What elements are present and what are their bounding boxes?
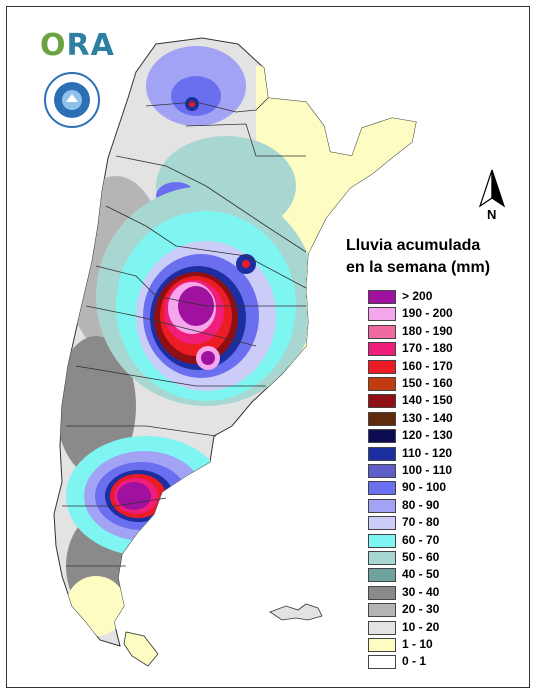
ora-logo: ORA <box>40 28 115 63</box>
legend-row: > 200 <box>368 289 508 304</box>
legend-swatch <box>368 620 396 635</box>
legend-label: 60 - 70 <box>402 532 440 547</box>
legend-row: 110 - 120 <box>368 445 508 461</box>
legend-row: 40 - 50 <box>368 567 508 583</box>
legend-swatch <box>368 377 396 391</box>
legend-label: 70 - 80 <box>402 515 440 530</box>
tierra-del-fuego <box>123 631 159 667</box>
legend-swatch <box>368 516 396 531</box>
legend-swatch <box>368 446 396 461</box>
legend-row: 160 - 170 <box>368 358 508 374</box>
legend-label: 170 - 180 <box>402 341 453 356</box>
legend-swatch <box>368 638 396 652</box>
malvinas-islands <box>269 603 323 621</box>
legend-swatch <box>368 464 396 478</box>
legend-swatch <box>368 655 396 670</box>
legend-label: 20 - 30 <box>402 602 440 617</box>
legend-row: 1 - 10 <box>368 637 508 652</box>
legend-swatch <box>368 551 396 565</box>
legend-label: 180 - 190 <box>402 323 453 338</box>
legend-label: 1 - 10 <box>402 637 433 651</box>
legend-swatch <box>368 411 396 426</box>
legend-swatch <box>368 394 396 409</box>
legend-row: 80 - 90 <box>368 497 508 513</box>
legend-row: 60 - 70 <box>368 532 508 548</box>
legend-swatch <box>368 342 396 357</box>
legend-row: 70 - 80 <box>368 515 508 531</box>
legend-row: 170 - 180 <box>368 341 508 357</box>
legend-swatch <box>368 359 396 374</box>
legend-label: 40 - 50 <box>402 567 440 582</box>
legend-label: 130 - 140 <box>402 410 453 425</box>
legend-label: 120 - 130 <box>402 428 453 443</box>
legend-swatch <box>368 290 396 304</box>
legend-swatch <box>368 307 396 322</box>
north-label: N <box>487 207 497 222</box>
legend-label: 0 - 1 <box>402 654 427 669</box>
legend-label: 100 - 110 <box>402 463 453 477</box>
legend-label: 50 - 60 <box>402 550 440 564</box>
legend-label: 30 - 40 <box>402 584 440 599</box>
north-arrow-icon <box>478 169 506 208</box>
legend-label: 110 - 120 <box>402 445 453 460</box>
province-boundaries <box>62 97 307 567</box>
legend-swatch <box>368 533 396 548</box>
smn-seal-icon <box>44 72 100 128</box>
legend-title: Lluvia acumulada en la semana (mm) <box>346 237 491 276</box>
legend-row: 20 - 30 <box>368 602 508 618</box>
legend-row: 130 - 140 <box>368 410 508 426</box>
legend-row: 50 - 60 <box>368 550 508 565</box>
legend-swatch <box>368 498 396 513</box>
legend-row: 180 - 190 <box>368 323 508 339</box>
legend-row: 120 - 130 <box>368 428 508 444</box>
legend-row: 140 - 150 <box>368 393 508 409</box>
legend-label: 80 - 90 <box>402 497 440 512</box>
legend-label: 150 - 160 <box>402 376 453 390</box>
legend-row: 90 - 100 <box>368 480 508 496</box>
legend-label: 190 - 200 <box>402 306 453 321</box>
legend-swatch <box>368 603 396 618</box>
legend-label: 160 - 170 <box>402 358 453 373</box>
legend-label: 140 - 150 <box>402 393 453 408</box>
legend-swatch <box>368 324 396 339</box>
legend-label: 10 - 20 <box>402 619 440 634</box>
legend-row: 30 - 40 <box>368 584 508 600</box>
legend-row: 190 - 200 <box>368 306 508 322</box>
legend-row: 0 - 1 <box>368 654 508 670</box>
legend-swatch <box>368 585 396 600</box>
legend-row: 100 - 110 <box>368 463 508 478</box>
rainfall-map <box>53 37 417 667</box>
legend-label: > 200 <box>402 289 433 303</box>
legend-swatch <box>368 568 396 583</box>
legend-swatch <box>368 429 396 444</box>
legend-row: 10 - 20 <box>368 619 508 635</box>
legend-row: 150 - 160 <box>368 376 508 391</box>
legend-swatch <box>368 481 396 496</box>
legend-label: 90 - 100 <box>402 480 447 495</box>
